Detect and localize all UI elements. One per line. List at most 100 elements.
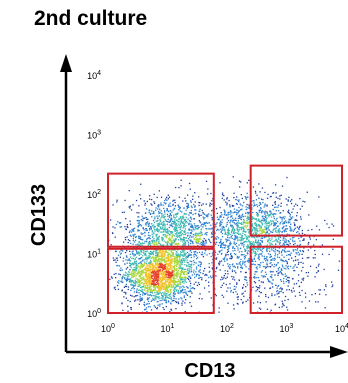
data-point	[122, 309, 124, 311]
data-point	[225, 253, 227, 255]
data-point	[157, 297, 160, 299]
data-point	[140, 277, 143, 279]
data-point	[143, 271, 145, 273]
data-point	[142, 259, 144, 261]
data-point	[284, 299, 286, 302]
data-point	[297, 263, 300, 265]
data-point	[246, 203, 248, 206]
data-point	[196, 235, 198, 237]
data-point	[302, 200, 304, 202]
data-point	[200, 262, 202, 264]
data-point	[187, 194, 189, 196]
data-point	[179, 223, 181, 225]
data-point	[220, 212, 222, 214]
data-point	[181, 222, 184, 224]
data-point	[169, 258, 171, 260]
data-point	[239, 203, 241, 205]
data-point	[236, 214, 238, 216]
data-point	[289, 238, 292, 240]
data-point	[198, 215, 201, 217]
data-point	[338, 260, 341, 262]
data-point	[121, 289, 123, 291]
data-point	[198, 204, 200, 207]
data-point	[235, 232, 237, 234]
data-point	[298, 226, 301, 229]
data-point	[116, 259, 119, 261]
data-point	[121, 280, 123, 282]
data-point	[251, 263, 253, 266]
data-point	[224, 273, 227, 275]
data-point	[124, 285, 127, 287]
data-point	[175, 273, 177, 275]
data-point	[164, 286, 167, 288]
data-point	[144, 286, 147, 288]
data-point	[166, 269, 168, 271]
data-point	[155, 251, 158, 253]
data-point	[176, 230, 179, 232]
data-point	[133, 271, 135, 274]
data-point	[237, 249, 239, 251]
data-point	[302, 250, 304, 252]
data-point	[235, 235, 237, 237]
data-point	[145, 272, 148, 274]
data-point	[208, 213, 210, 215]
data-point	[248, 241, 250, 243]
data-point	[274, 255, 276, 257]
data-point	[179, 216, 182, 218]
data-point	[176, 276, 178, 278]
data-point	[298, 291, 301, 294]
data-point	[171, 268, 173, 270]
data-point	[163, 284, 165, 286]
data-point	[153, 285, 155, 287]
data-point	[143, 284, 145, 286]
data-point	[130, 308, 132, 311]
data-point	[139, 280, 141, 282]
data-point	[201, 277, 203, 279]
data-point	[196, 233, 198, 235]
data-point	[146, 284, 148, 286]
data-point	[269, 196, 272, 198]
data-point	[228, 247, 230, 249]
data-point	[215, 238, 218, 240]
data-point	[154, 292, 156, 294]
data-point	[293, 243, 295, 246]
data-point	[132, 276, 134, 278]
data-point	[175, 284, 177, 286]
data-point	[176, 260, 178, 262]
data-point	[144, 258, 147, 260]
data-point	[136, 278, 138, 281]
data-point	[157, 300, 159, 303]
data-point	[132, 234, 134, 236]
data-point	[164, 213, 166, 215]
data-point	[251, 259, 253, 262]
data-point	[174, 261, 176, 263]
data-point	[227, 302, 229, 304]
data-point	[200, 234, 202, 236]
data-point	[184, 311, 186, 313]
data-point	[249, 242, 251, 244]
data-point	[275, 210, 277, 212]
data-point	[304, 201, 306, 203]
data-point	[273, 250, 275, 252]
data-point	[115, 277, 117, 279]
data-point	[151, 267, 154, 269]
data-point	[281, 220, 283, 222]
data-point	[281, 254, 283, 256]
data-point	[231, 256, 233, 258]
data-point	[156, 286, 159, 288]
data-point	[192, 195, 194, 197]
data-point	[185, 232, 187, 234]
data-point	[324, 307, 326, 309]
data-point	[122, 257, 125, 259]
data-point	[173, 295, 176, 298]
data-point	[172, 204, 174, 206]
data-point	[154, 202, 156, 204]
data-point	[240, 258, 242, 261]
data-point	[176, 289, 178, 291]
data-point	[166, 210, 168, 212]
data-point	[267, 239, 269, 241]
data-point	[237, 298, 239, 301]
data-point	[277, 230, 279, 232]
data-point	[181, 269, 183, 272]
data-point	[138, 235, 140, 237]
